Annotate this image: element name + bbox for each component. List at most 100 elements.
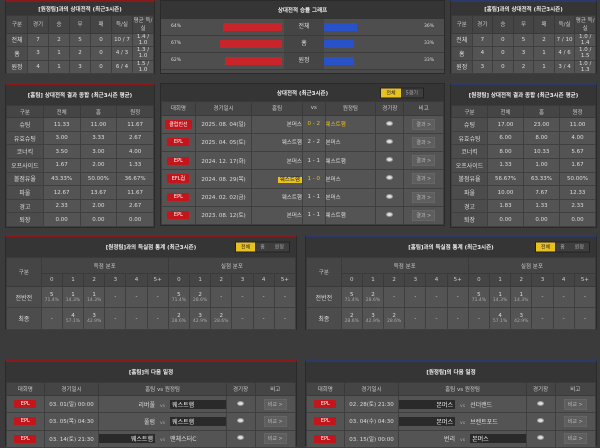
away-team-cell: 웨스트햄 (324, 205, 377, 226)
result-button[interactable]: 결과 > (412, 209, 436, 221)
date-cell: 03. 14(토) 21:30 (43, 429, 100, 448)
teams-cell: 번리 vs 본머스 (398, 429, 527, 448)
note-cell: 비교 > (554, 429, 597, 448)
tab-2[interactable]: 원정 (269, 242, 289, 252)
count: - (241, 294, 244, 301)
compare-button[interactable]: 비교 > (263, 433, 287, 445)
panel-title: [원정팀]의 다음 일정 (306, 362, 596, 382)
table-row: 전반전 5 71.4% 2 28.6% - - - -5 71.4% 1 14.3% 1 14.3% - - - (306, 285, 597, 309)
compare-button[interactable]: 비교 > (563, 398, 587, 410)
result-button[interactable]: 결과 > (412, 136, 436, 148)
league-cell: 클럽친선 (161, 114, 196, 134)
tab-2[interactable]: 원정 (569, 242, 589, 252)
count: 3 (371, 313, 375, 320)
tab-0[interactable]: 전체 (535, 242, 556, 252)
league-badge: EPL (314, 417, 337, 426)
schedule-row: EPL 03. 14(토) 21:30 웨스트햄 vs 맨체스터C 비교 > (6, 429, 297, 448)
result-button[interactable]: 결과 > (412, 155, 436, 167)
cell: 12.67 (42, 185, 81, 200)
count: - (435, 294, 438, 301)
count: 3 (519, 313, 524, 320)
column-header: 대회명 (306, 382, 345, 396)
count: 1 (71, 291, 75, 298)
stadium-icon[interactable] (537, 400, 545, 406)
tab-0[interactable]: 전체 (381, 88, 401, 97)
count: 1 (498, 291, 502, 298)
compare-button[interactable]: 비교 > (263, 398, 287, 410)
distribution-cell: 1 14.3% (488, 285, 512, 309)
result-button[interactable]: 결과 > (412, 191, 436, 203)
date-cell: 2024. 08. 29(목) (194, 169, 253, 189)
result-button[interactable]: 결과 > (412, 173, 436, 185)
cell: 3.50 (42, 144, 81, 160)
count: - (156, 315, 159, 322)
cell: 0 (492, 46, 514, 61)
league-cell: EPL (306, 412, 345, 431)
stadium-icon[interactable] (386, 175, 394, 181)
stadium-icon[interactable] (237, 417, 245, 423)
stadium-icon[interactable] (537, 417, 545, 423)
percent: 14.3% (86, 297, 102, 303)
count: 2 (177, 313, 181, 320)
table-header-row: 대회명 경기일시 홈팀 vs 원정팀 경기장 비고 (161, 101, 444, 116)
cell: 4.00 (116, 144, 154, 160)
row-label: 홈 (6, 46, 28, 61)
stadium-cell (225, 394, 256, 414)
percent: 28.6% (214, 319, 229, 325)
row-label: 유효슈팅 (451, 130, 488, 146)
table-row: 오프사이드 1.67 2.00 1.33 (6, 158, 154, 173)
cell: 0.00 (42, 212, 81, 227)
away-team: 맨체스터C (170, 436, 197, 444)
distribution-cell: 2 28.6% (167, 307, 190, 330)
count: - (262, 294, 265, 301)
distribution-cell: - (125, 285, 148, 309)
stadium-icon[interactable] (537, 435, 545, 441)
stadium-icon[interactable] (386, 211, 394, 217)
count: - (135, 294, 138, 301)
table-header-row: 구분 전체 홈 원정 (6, 104, 154, 119)
bucket-header-row: 0 1 2 3 4 5+ 0 1 2 3 4 5+ (7, 273, 297, 287)
cell: 7 / 10 (553, 32, 576, 48)
compare-button[interactable]: 비교 > (563, 415, 587, 427)
compare-button[interactable]: 비교 > (563, 433, 587, 445)
away-team: 브렌트포드 (470, 418, 498, 426)
home-team: 웨스트햄 (281, 140, 302, 147)
bucket-header: 1 (488, 273, 512, 287)
stadium-icon[interactable] (237, 435, 245, 441)
column-header: 비고 (254, 382, 297, 396)
distribution-cell: - (383, 285, 406, 309)
distribution-cell: 4 57.1% (488, 307, 512, 330)
stadium-icon[interactable] (237, 400, 245, 406)
cell: 3.00 (79, 144, 118, 160)
note-cell: 결과 > (403, 169, 444, 189)
column-header: 대회명 (6, 382, 45, 396)
compare-button[interactable]: 비교 > (263, 415, 287, 427)
bucket-header: 4 (552, 273, 575, 287)
cell: 10.00 (487, 185, 524, 200)
away-winrate: 36% (423, 24, 434, 29)
row-label: 원정 (6, 59, 28, 74)
bucket-header: 1 (361, 273, 385, 287)
home-team-cell: 본머스 (251, 205, 303, 226)
count: - (135, 315, 138, 322)
count: - (541, 315, 544, 322)
distribution-cell: - (231, 285, 254, 309)
result-button[interactable]: 결과 > (412, 118, 436, 130)
tab-1[interactable]: 홈 (555, 242, 570, 252)
tab-1[interactable]: 홈 (255, 242, 270, 252)
league-cell: EPL (161, 187, 196, 207)
away-winrate-bar (324, 23, 358, 31)
group-header: 득점 분포 (340, 256, 469, 275)
cell: 2.00 (79, 198, 118, 214)
stadium-icon[interactable] (386, 193, 394, 199)
distribution-cell: - (252, 307, 275, 330)
table-row: 볼점유율 56.67% 63.33% 50.00% (451, 171, 596, 187)
tab-0[interactable]: 전체 (235, 242, 256, 252)
league-badge: EPL (167, 156, 190, 165)
stadium-icon[interactable] (386, 120, 394, 126)
stadium-icon[interactable] (386, 138, 394, 144)
tab-1[interactable]: 5경기 (400, 88, 423, 97)
distribution-cell: - (404, 285, 427, 309)
goal-stats-left: [원정팀]과의 득실점 통계 (최근3시즌) 전체 홈 원정 구분 득점 분포 실점 분포… (5, 235, 297, 330)
stadium-icon[interactable] (386, 157, 394, 163)
